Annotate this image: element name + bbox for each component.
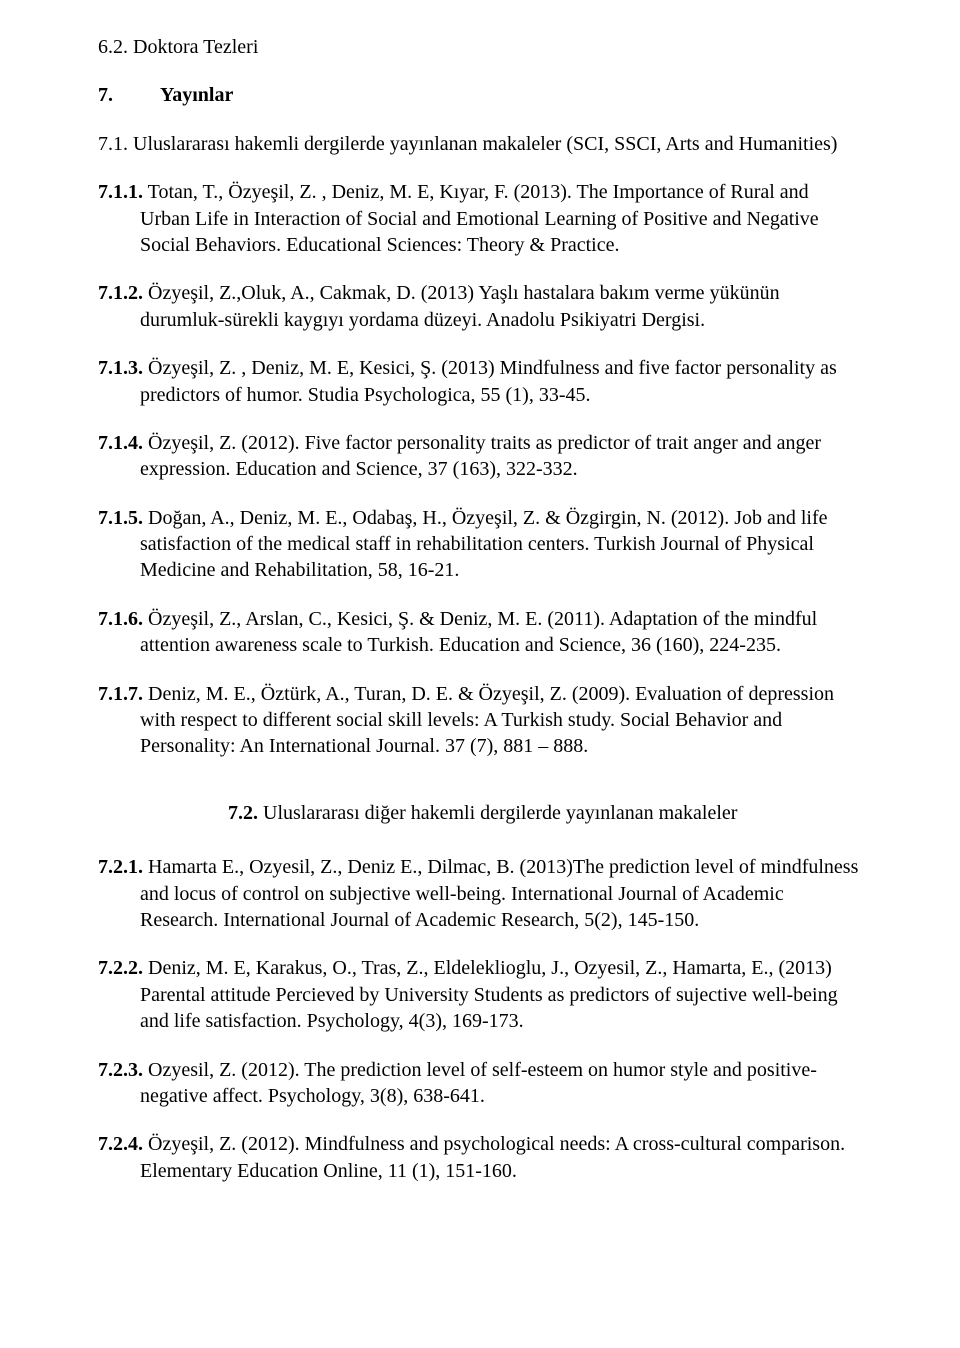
ref-text: Ozyesil, Z. (2012). The prediction level… bbox=[140, 1059, 817, 1107]
section-7-heading: 7. Yayınlar bbox=[98, 82, 862, 108]
ref-label: 7.1.3. bbox=[98, 357, 143, 379]
ref-label: 7.2.2. bbox=[98, 957, 143, 979]
ref-label: 7.1.6. bbox=[98, 608, 143, 630]
ref-text: Özyeşil, Z. , Deniz, M. E, Kesici, Ş. (2… bbox=[140, 357, 837, 405]
ref-label: 7.1.1. bbox=[98, 181, 143, 203]
section-6-2-heading: 6.2. Doktora Tezleri bbox=[98, 34, 862, 60]
ref-label: 7.1.7. bbox=[98, 683, 143, 705]
ref-text: Deniz, M. E., Öztürk, A., Turan, D. E. &… bbox=[140, 683, 834, 758]
ref-7-1-5: 7.1.5. Doğan, A., Deniz, M. E., Odabaş, … bbox=[98, 505, 862, 584]
section-7-2-heading: 7.2. Uluslararası diğer hakemli dergiler… bbox=[228, 800, 862, 826]
ref-label: 7.2.1. bbox=[98, 856, 143, 878]
ref-text: Hamarta E., Ozyesil, Z., Deniz E., Dilma… bbox=[140, 856, 858, 931]
ref-text: Doğan, A., Deniz, M. E., Odabaş, H., Özy… bbox=[140, 507, 828, 582]
ref-label: 7.1.4. bbox=[98, 432, 143, 454]
ref-7-2-4: 7.2.4. Özyeşil, Z. (2012). Mindfulness a… bbox=[98, 1131, 862, 1184]
ref-text: Özyeşil, Z. (2012). Five factor personal… bbox=[140, 432, 821, 480]
ref-text: Totan, T., Özyeşil, Z. , Deniz, M. E, Kı… bbox=[140, 181, 819, 256]
ref-text: Deniz, M. E, Karakus, O., Tras, Z., Elde… bbox=[140, 957, 838, 1032]
ref-7-1-2: 7.1.2. Özyeşil, Z.,Oluk, A., Cakmak, D. … bbox=[98, 280, 862, 333]
ref-7-2-2: 7.2.2. Deniz, M. E, Karakus, O., Tras, Z… bbox=[98, 955, 862, 1034]
ref-text: Özyeşil, Z.,Oluk, A., Cakmak, D. (2013) … bbox=[140, 282, 780, 330]
ref-label: 7.2.3. bbox=[98, 1059, 143, 1081]
ref-7-2-1: 7.2.1. Hamarta E., Ozyesil, Z., Deniz E.… bbox=[98, 854, 862, 933]
ref-7-1-3: 7.1.3. Özyeşil, Z. , Deniz, M. E, Kesici… bbox=[98, 355, 862, 408]
ref-7-1-6: 7.1.6. Özyeşil, Z., Arslan, C., Kesici, … bbox=[98, 606, 862, 659]
ref-7-1-1: 7.1.1. Totan, T., Özyeşil, Z. , Deniz, M… bbox=[98, 179, 862, 258]
section-7-1-heading: 7.1. Uluslararası hakemli dergilerde yay… bbox=[98, 131, 862, 157]
section-7-2-text: Uluslararası diğer hakemli dergilerde ya… bbox=[258, 802, 737, 824]
ref-label: 7.2.4. bbox=[98, 1133, 143, 1155]
ref-7-1-7: 7.1.7. Deniz, M. E., Öztürk, A., Turan, … bbox=[98, 681, 862, 760]
ref-7-1-4: 7.1.4. Özyeşil, Z. (2012). Five factor p… bbox=[98, 430, 862, 483]
ref-label: 7.1.5. bbox=[98, 507, 143, 529]
ref-text: Özyeşil, Z. (2012). Mindfulness and psyc… bbox=[140, 1133, 845, 1181]
section-7-number: 7. bbox=[98, 84, 113, 106]
ref-7-2-3: 7.2.3. Ozyesil, Z. (2012). The predictio… bbox=[98, 1057, 862, 1110]
section-7-2-label: 7.2. bbox=[228, 802, 258, 824]
section-7-title: Yayınlar bbox=[160, 84, 233, 106]
ref-label: 7.1.2. bbox=[98, 282, 143, 304]
ref-text: Özyeşil, Z., Arslan, C., Kesici, Ş. & De… bbox=[140, 608, 817, 656]
